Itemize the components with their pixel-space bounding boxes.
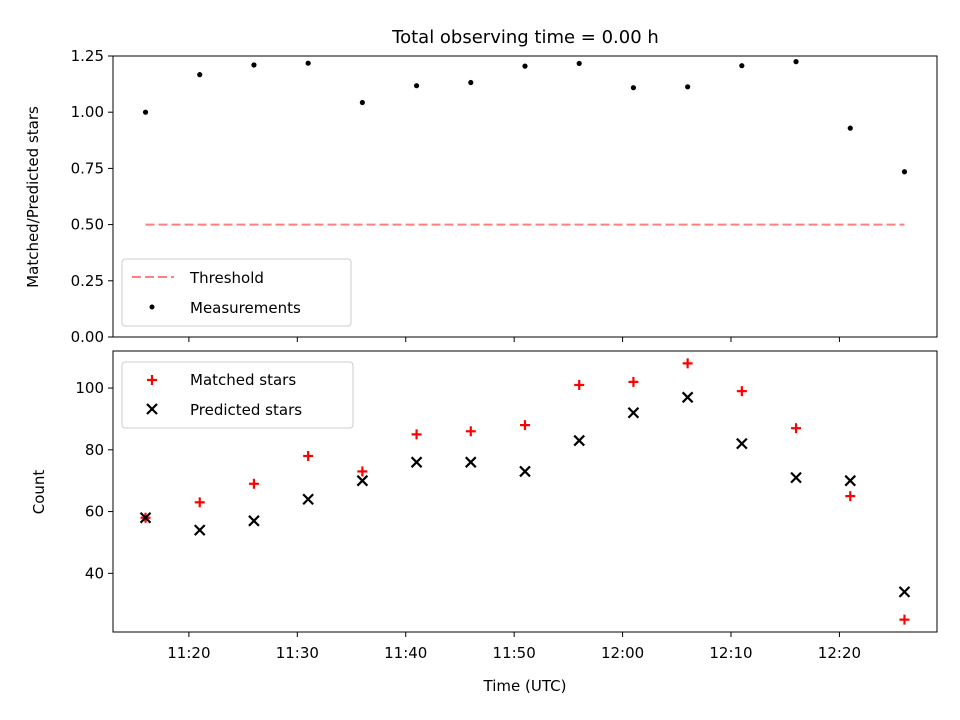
matched-star-point	[411, 429, 422, 440]
matched-star-point	[465, 426, 476, 437]
predicted-star-point	[248, 515, 260, 527]
bottom-y-tick-label: 80	[85, 441, 104, 459]
top-y-tick-label: 1.00	[71, 103, 104, 121]
predicted-star-point	[410, 456, 423, 468]
predicted-star-point	[627, 406, 640, 419]
top-y-tick-label: 0.50	[71, 216, 104, 234]
top-y-tick-label: 1.25	[71, 47, 104, 65]
matched-star-point	[736, 386, 747, 397]
matched-star-point	[628, 376, 639, 387]
predicted-x-b	[193, 524, 206, 536]
bottom-y-tick-label: 60	[85, 503, 104, 521]
matched-star-point	[357, 466, 368, 477]
measurement-point	[847, 125, 853, 131]
bottom-x-tick-label: 11:20	[167, 644, 210, 662]
bottom-x-tick-label: 12:00	[601, 644, 644, 662]
measurement-point	[142, 109, 149, 115]
measurement-point	[468, 79, 474, 86]
matched-star-point	[899, 614, 910, 625]
top-y-tick-label: 0.25	[71, 272, 104, 290]
top-plot-frame	[112, 55, 938, 338]
predicted-star-point	[356, 474, 369, 487]
bottom-x-axis-label: Time (UTC)	[483, 677, 567, 695]
bottom-x-tick-label: 11:50	[493, 644, 536, 662]
matched-star-point	[682, 358, 693, 369]
predicted-x-b	[790, 471, 802, 484]
measurement-point	[522, 63, 528, 69]
predicted-x-b	[627, 406, 640, 419]
measurement-point	[739, 63, 745, 69]
bottom-x-tick-label: 12:10	[709, 644, 752, 662]
predicted-star-point	[736, 437, 748, 450]
matched-star-point	[194, 497, 205, 508]
measurement-point	[197, 72, 203, 78]
matched-star-point	[574, 379, 585, 390]
measurement-point	[413, 83, 420, 89]
bottom-y-tick-label: 40	[85, 564, 104, 582]
predicted-star-point	[844, 474, 857, 487]
matched-star-point	[791, 423, 802, 434]
top-y-tick-label: 0.75	[71, 159, 104, 177]
measurement-point	[793, 59, 799, 65]
measurement-point	[630, 85, 637, 91]
predicted-star-point	[681, 391, 694, 404]
bottom-y-axis-label: Count	[30, 470, 48, 515]
top-legend: Threshold Measurements	[121, 258, 352, 327]
bottom-legend: Matched stars Predicted stars	[121, 361, 354, 429]
predicted-star-point	[573, 434, 585, 447]
top-legend-box	[121, 258, 352, 327]
predicted-x-b	[410, 456, 423, 468]
predicted-star-point	[193, 524, 206, 536]
predicted-x-b	[573, 434, 585, 447]
predicted-legend-swatch	[146, 403, 158, 415]
predicted-x-b	[248, 515, 260, 527]
bottom-x-tick-label: 12:20	[818, 644, 861, 662]
matched-legend-swatch	[147, 375, 157, 385]
predicted-legend-label: Predicted stars	[190, 401, 302, 419]
measurements-legend-swatch	[149, 304, 155, 310]
predicted-star-point	[302, 493, 314, 505]
bottom-panel: Count Time (UTC) 40 60 80 100 11:20 11:30 11:…	[30, 350, 938, 695]
top-panel: Total observing time = 0.00 h Matched/Pr…	[24, 27, 938, 346]
predicted-x-b	[519, 465, 531, 478]
predicted-x-b	[681, 391, 694, 404]
predicted-x-b	[356, 474, 369, 487]
predicted-x-b	[465, 456, 477, 468]
matched-star-point	[520, 420, 530, 431]
measurement-point	[685, 84, 691, 90]
matched-star-point	[303, 450, 314, 461]
bottom-plot-frame	[112, 350, 938, 633]
predicted-x-b	[302, 493, 314, 505]
bottom-legend-box	[121, 361, 354, 429]
measurement-point	[576, 60, 582, 67]
top-chart-title: Total observing time = 0.00 h	[391, 27, 659, 48]
predicted-star-point	[519, 465, 531, 478]
predicted-x-b	[736, 437, 748, 450]
predicted-star-point	[465, 456, 477, 468]
predicted-star-point	[898, 586, 911, 598]
predicted-x-b	[898, 586, 911, 598]
measurements-legend-label: Measurements	[190, 299, 301, 317]
bottom-y-tick-label: 100	[75, 379, 104, 397]
predicted-x-b	[844, 474, 857, 487]
top-y-tick-label: 0.00	[71, 328, 104, 346]
matched-star-point	[845, 491, 856, 502]
bottom-x-tick-label: 11:40	[384, 644, 427, 662]
matched-legend-label: Matched stars	[190, 371, 296, 389]
predicted-x-b	[139, 511, 152, 524]
bottom-x-tick-label: 11:30	[276, 644, 319, 662]
measurement-point	[251, 62, 257, 68]
measurement-point	[305, 60, 311, 66]
threshold-legend-label: Threshold	[189, 269, 264, 287]
predicted-star-point	[790, 471, 802, 484]
measurement-point	[901, 169, 908, 175]
measurement-point	[359, 99, 365, 106]
matched-star-point	[248, 478, 259, 489]
top-y-axis-label: Matched/Predicted stars	[24, 106, 42, 288]
predicted-star-point	[139, 511, 152, 524]
